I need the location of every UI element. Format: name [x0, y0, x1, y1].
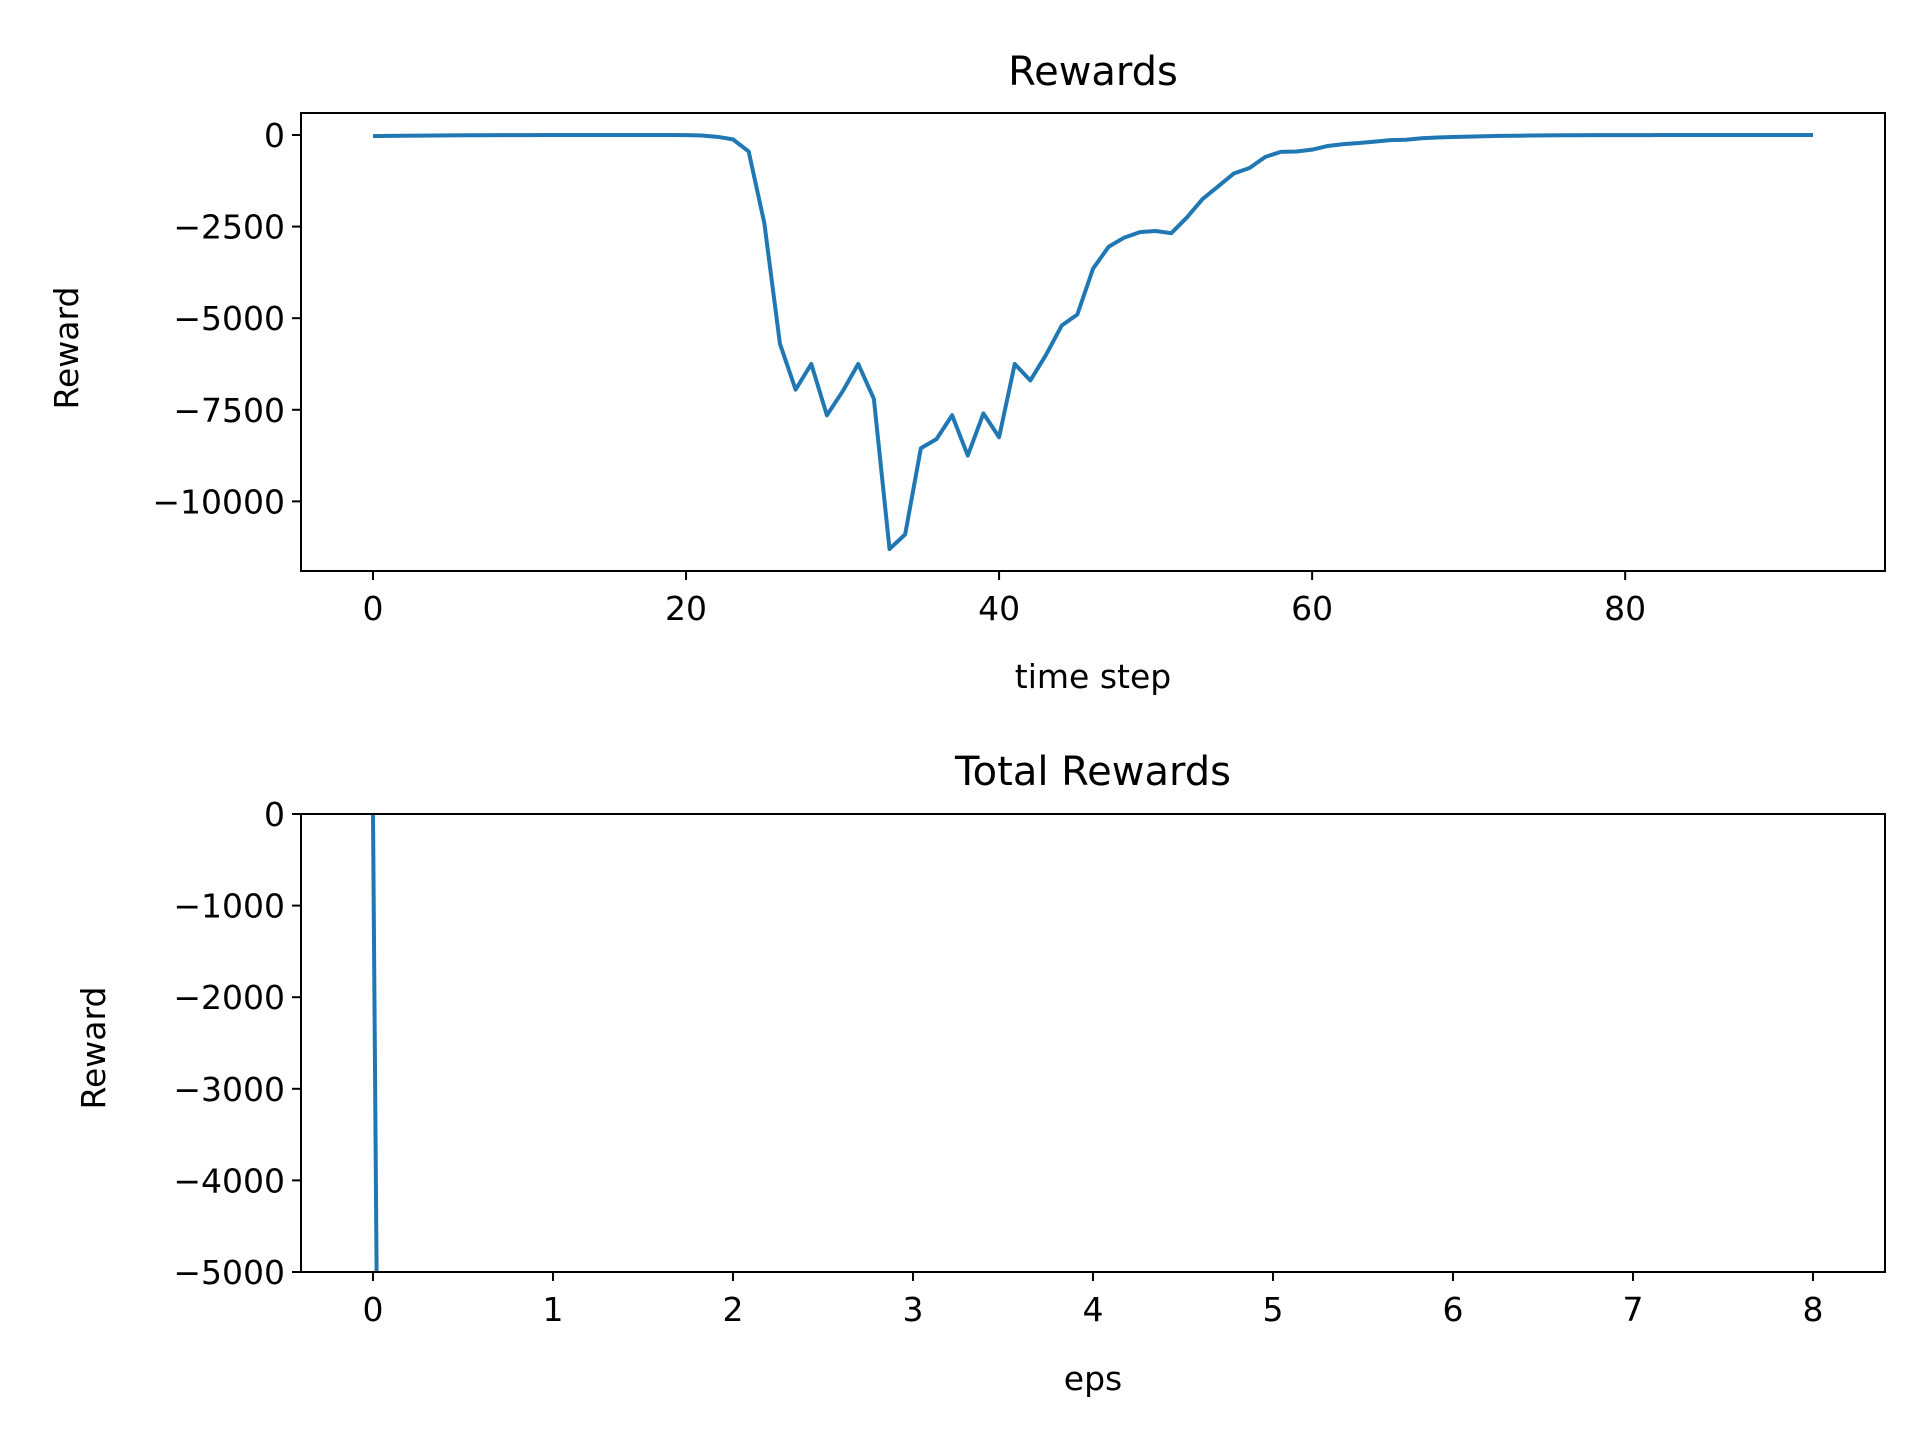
- y-tick-label: −2500: [173, 208, 285, 247]
- plot-frame: [300, 813, 1886, 1273]
- x-tick-label: 5: [1263, 1290, 1284, 1329]
- x-axis-label: eps: [1064, 1359, 1122, 1398]
- total-rewards-chart: Total Rewards eps Reward 0 1 2 3 4 5 6 7 8 0 −1000…: [74, 749, 1886, 1398]
- y-tick-label: −10000: [152, 482, 285, 521]
- y-tick-label: 0: [264, 116, 285, 155]
- x-tick-label: 7: [1623, 1290, 1644, 1329]
- y-tick-label: −5000: [173, 1253, 285, 1292]
- x-tick-label: 8: [1803, 1290, 1824, 1329]
- x-tick-label: 1: [543, 1290, 564, 1329]
- x-tick-label: 4: [1083, 1290, 1104, 1329]
- y-tick-label: −1000: [173, 887, 285, 926]
- rewards-chart: Rewards time step Reward 0 20 40 60 80 0 −2500…: [47, 49, 1886, 696]
- x-tick-label: 6: [1443, 1290, 1464, 1329]
- x-tick-label: 60: [1291, 589, 1333, 628]
- series-line-0: [372, 133, 1813, 552]
- x-tick-label: 2: [723, 1290, 744, 1329]
- y-tick-label: −3000: [173, 1070, 285, 1109]
- y-axis-label: Reward: [74, 987, 113, 1110]
- chart-title: Total Rewards: [954, 749, 1231, 795]
- x-tick-label: 20: [665, 589, 707, 628]
- plot-frame: [300, 112, 1886, 572]
- x-tick-label: 0: [363, 1290, 384, 1329]
- x-tick-label: 80: [1604, 589, 1646, 628]
- x-axis-label: time step: [1015, 657, 1171, 696]
- x-tick-label: 3: [903, 1290, 924, 1329]
- y-tick-label: −4000: [173, 1161, 285, 1200]
- y-tick-label: −5000: [173, 299, 285, 338]
- x-tick-label: 40: [978, 589, 1020, 628]
- x-tick-label: 0: [363, 589, 384, 628]
- chart-title: Rewards: [1008, 49, 1178, 95]
- y-tick-label: −2000: [173, 978, 285, 1017]
- y-tick-label: −7500: [173, 391, 285, 430]
- series-line-0: [371, 814, 379, 1272]
- y-axis-label: Reward: [47, 287, 86, 410]
- y-tick-label: 0: [264, 795, 285, 834]
